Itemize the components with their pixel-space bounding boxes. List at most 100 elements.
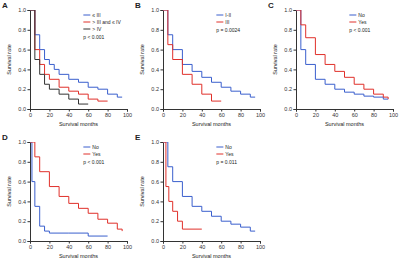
legend-swatch — [83, 147, 90, 148]
y-tick: 0.0 — [284, 106, 296, 112]
y-tick-mark — [161, 30, 164, 31]
y-tick-mark — [28, 142, 31, 143]
legend-swatch — [349, 15, 356, 16]
p-value: p = 0.011 — [216, 159, 237, 165]
y-tick-mark — [161, 109, 164, 110]
y-tick-label: 0.4 — [284, 67, 292, 73]
survival-curve — [163, 10, 221, 101]
x-tick-label: 0 — [29, 244, 32, 250]
y-tick-mark — [161, 221, 164, 222]
legend-label: No — [358, 12, 365, 18]
y-tick: 0.2 — [284, 86, 296, 92]
plot-area — [30, 142, 122, 236]
x-axis-title: Survival months — [192, 121, 231, 127]
x-tick: 40 — [66, 109, 72, 118]
x-axis: 020406080100 — [29, 109, 132, 118]
y-tick-mark — [28, 221, 31, 222]
y-tick: 1.0 — [151, 139, 163, 145]
y-tick-label: 0.2 — [151, 218, 159, 224]
y-axis: 0.00.20.40.60.81.0 — [18, 139, 30, 244]
panel-title: B — [135, 1, 141, 10]
y-tick: 0.2 — [151, 86, 163, 92]
y-axis: 0.00.20.40.60.81.0 — [18, 7, 30, 112]
y-tick-label: 0.0 — [151, 238, 159, 244]
x-tick: 0 — [295, 109, 298, 118]
y-tick-mark — [28, 10, 31, 11]
x-tick-label: 40 — [199, 112, 205, 118]
panel-title: A — [2, 1, 8, 10]
y-axis-line — [28, 143, 31, 242]
panel: 0204060801000.00.20.40.60.81.0CSurvival … — [268, 1, 398, 127]
survival-curve — [296, 10, 388, 99]
x-tick-label: 60 — [352, 112, 358, 118]
y-axis: 0.00.20.40.60.81.0 — [284, 7, 296, 112]
x-tick-label: 60 — [86, 244, 92, 250]
y-tick: 0.0 — [18, 106, 30, 112]
y-tick-label: 0.6 — [151, 47, 159, 53]
x-tick: 40 — [199, 241, 205, 250]
x-tick-label: 0 — [162, 244, 165, 250]
y-tick-label: 0.4 — [151, 67, 159, 73]
legend-label: III — [225, 19, 229, 25]
y-tick: 0.8 — [18, 159, 30, 165]
y-tick-label: 0.8 — [151, 159, 159, 165]
legend: ≤ III> III and ≤ IV> IV — [83, 12, 121, 32]
x-tick: 40 — [66, 241, 72, 250]
y-tick-label: 0.0 — [18, 238, 26, 244]
y-tick-mark — [294, 50, 297, 51]
panel: 0204060801000.00.20.40.60.81.0BSurvival … — [135, 1, 265, 127]
y-tick-mark — [161, 162, 164, 163]
y-tick: 0.2 — [151, 218, 163, 224]
y-tick-label: 0.0 — [18, 106, 26, 112]
legend-label: No — [225, 144, 232, 150]
x-axis: 020406080100 — [295, 109, 398, 118]
x-tick-label: 80 — [238, 244, 244, 250]
x-tick: 100 — [123, 241, 132, 250]
y-tick: 1.0 — [151, 7, 163, 13]
x-axis-line — [164, 242, 261, 244]
y-tick-label: 0.8 — [18, 159, 26, 165]
y-tick-label: 0.8 — [284, 27, 292, 33]
y-tick: 0.0 — [151, 106, 163, 112]
y-tick-label: 1.0 — [151, 139, 159, 145]
y-tick-mark — [161, 10, 164, 11]
legend: I-IIIII — [216, 12, 231, 25]
x-tick: 80 — [105, 241, 111, 250]
x-tick-label: 20 — [180, 112, 186, 118]
legend-swatch — [349, 22, 356, 23]
y-tick-label: 0.0 — [151, 106, 159, 112]
y-tick: 0.8 — [284, 27, 296, 33]
x-tick: 20 — [47, 109, 53, 118]
x-tick-label: 80 — [238, 112, 244, 118]
x-tick-label: 100 — [389, 112, 398, 118]
x-tick: 60 — [86, 241, 92, 250]
legend-label: > IV — [92, 26, 102, 32]
y-tick: 0.8 — [151, 159, 163, 165]
y-tick-label: 1.0 — [151, 7, 159, 13]
figure: 0204060801000.00.20.40.60.81.0ASurvival … — [0, 0, 400, 263]
y-tick-mark — [28, 201, 31, 202]
y-tick-mark — [294, 89, 297, 90]
x-tick: 0 — [162, 109, 165, 118]
x-tick: 60 — [86, 109, 92, 118]
y-tick-mark — [28, 162, 31, 163]
p-value: p = 0.0024 — [216, 27, 240, 33]
legend-label: I-II — [225, 12, 231, 18]
legend-swatch — [83, 29, 90, 30]
y-tick-mark — [161, 201, 164, 202]
x-tick-label: 40 — [332, 112, 338, 118]
y-tick-mark — [161, 142, 164, 143]
survival-curve — [163, 142, 202, 229]
y-tick-mark — [294, 69, 297, 70]
y-tick-mark — [28, 182, 31, 183]
legend-swatch — [83, 22, 90, 23]
x-tick: 100 — [256, 109, 265, 118]
legend-swatch — [216, 147, 223, 148]
x-axis-title: Survival months — [59, 121, 98, 127]
y-tick: 0.0 — [18, 238, 30, 244]
y-tick: 0.6 — [151, 179, 163, 185]
plot-area — [163, 10, 255, 101]
y-tick-label: 0.8 — [151, 27, 159, 33]
y-tick: 1.0 — [284, 7, 296, 13]
x-tick: 100 — [389, 109, 398, 118]
